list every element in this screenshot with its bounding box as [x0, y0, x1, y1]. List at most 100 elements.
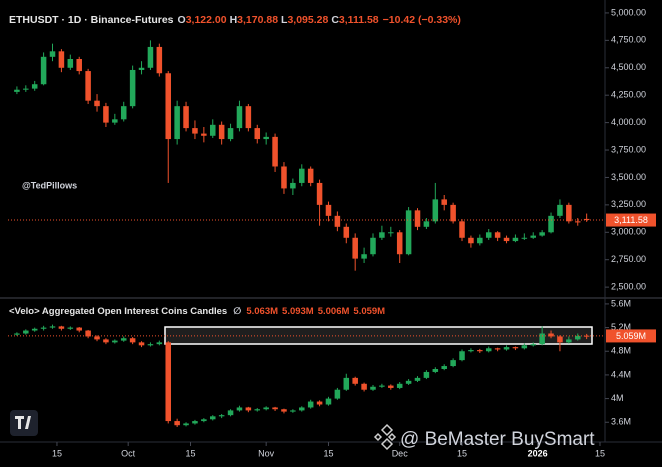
candle-body: [441, 366, 447, 369]
candle-body: [94, 336, 100, 340]
candle-body: [165, 73, 172, 140]
candle-body: [209, 416, 216, 420]
candle-body: [396, 232, 403, 255]
candle-body: [468, 237, 474, 244]
candle-body: [58, 51, 65, 68]
candle-body: [450, 204, 456, 222]
candle-body: [201, 419, 207, 422]
candle-body: [299, 168, 305, 183]
candle-body: [174, 106, 180, 140]
candle-body: [103, 339, 109, 343]
candle-body: [494, 232, 501, 238]
candle-body: [85, 330, 91, 337]
candle-body: [325, 398, 332, 405]
legend-value: 5.006M: [318, 306, 350, 317]
candle-body: [218, 415, 225, 417]
candle-body: [129, 69, 136, 107]
candle-body: [281, 409, 287, 412]
candle-body: [388, 232, 394, 234]
candle-body: [334, 215, 341, 227]
candle-body: [192, 421, 198, 424]
x-tick-label: 15: [323, 448, 333, 458]
candle-body: [530, 235, 536, 238]
candle-body: [548, 215, 554, 233]
legend-value: 5.063M: [246, 306, 278, 317]
candle-body: [352, 237, 358, 259]
candle-body: [379, 232, 385, 238]
legend-key: L: [281, 14, 288, 26]
candle-body: [521, 345, 528, 349]
pane: 3.6M 4M 4.4M 4.8M 5.2M 5.6M 15 Oct 15 Nov 15 Dec 15 2…: [8, 298, 656, 458]
candle-body: [432, 369, 439, 372]
candle-body: [138, 342, 145, 346]
candle-body: [299, 407, 305, 411]
y-tick-label: 4M: [611, 393, 624, 403]
candle-body: [227, 128, 234, 140]
x-tick-label: Nov: [258, 448, 275, 458]
y-tick-label: 5,000.00: [611, 7, 646, 17]
candle-body: [120, 338, 127, 341]
candle-body: [343, 377, 350, 390]
candle-body: [236, 407, 243, 411]
last-price-label: 5.059M: [616, 331, 646, 341]
candle-body: [67, 59, 74, 68]
candle-body: [183, 423, 189, 426]
candle-body: [459, 351, 465, 361]
candle-body: [245, 407, 252, 411]
candle-body: [183, 106, 189, 129]
candle-body: [307, 168, 314, 183]
candle-body: [272, 407, 278, 410]
pane: 2,500.00 2,750.00 3,000.00 3,250.00 3,500.00…: [8, 7, 656, 292]
candle-body: [574, 335, 581, 340]
candle-body: [548, 333, 554, 337]
candle-body: [67, 327, 74, 329]
legend-change: −10.42 (−0.33%): [383, 14, 461, 26]
legend-value: 3,111.58: [339, 14, 379, 26]
candle-body: [76, 327, 82, 331]
candle-body: [512, 237, 519, 242]
candle-body: [485, 348, 492, 352]
candle-body: [245, 106, 252, 129]
x-tick-label: 15: [595, 448, 605, 458]
legend-value: 3,122.00: [186, 14, 227, 26]
y-tick-label: 3,000.00: [611, 227, 646, 237]
candle-body: [414, 377, 421, 381]
tv-logo: [10, 410, 38, 436]
candle-body: [290, 182, 296, 189]
legend-value: 3,170.88: [237, 14, 278, 26]
y-tick-label: 4.8M: [611, 346, 631, 356]
candle-body: [290, 410, 296, 412]
candle-body: [468, 350, 474, 352]
legend-key: C: [331, 14, 339, 26]
y-tick-label: 5.6M: [611, 298, 631, 308]
symbol-title: ETHUSDT · 1D · Binance-Futures: [9, 14, 174, 26]
candle-body: [254, 128, 261, 140]
candle-body: [147, 46, 154, 68]
y-tick-label: 2,750.00: [611, 254, 646, 264]
candle-body: [566, 204, 572, 222]
author-annotation: @TedPillows: [22, 180, 77, 190]
candle-body: [494, 348, 501, 350]
x-tick-label: Oct: [121, 448, 136, 458]
y-tick-label: 4,250.00: [611, 90, 646, 100]
candle-body: [49, 326, 56, 328]
candle-body: [539, 333, 545, 345]
candle-body: [539, 232, 545, 236]
x-tick-label: 15: [185, 448, 195, 458]
candle-body: [14, 89, 20, 92]
candle-body: [31, 84, 38, 89]
candle-body: [334, 389, 341, 399]
candle-body: [14, 333, 20, 335]
candle-body: [441, 199, 447, 205]
y-tick-label: 3,250.00: [611, 199, 646, 209]
candle-body: [129, 338, 136, 343]
y-tick-label: 5.2M: [611, 322, 631, 332]
candle-body: [174, 421, 180, 426]
legend-value: 3,095.28: [287, 14, 328, 26]
legend-key: H: [230, 14, 238, 26]
candle-body: [85, 71, 91, 101]
candle-body: [325, 204, 332, 216]
